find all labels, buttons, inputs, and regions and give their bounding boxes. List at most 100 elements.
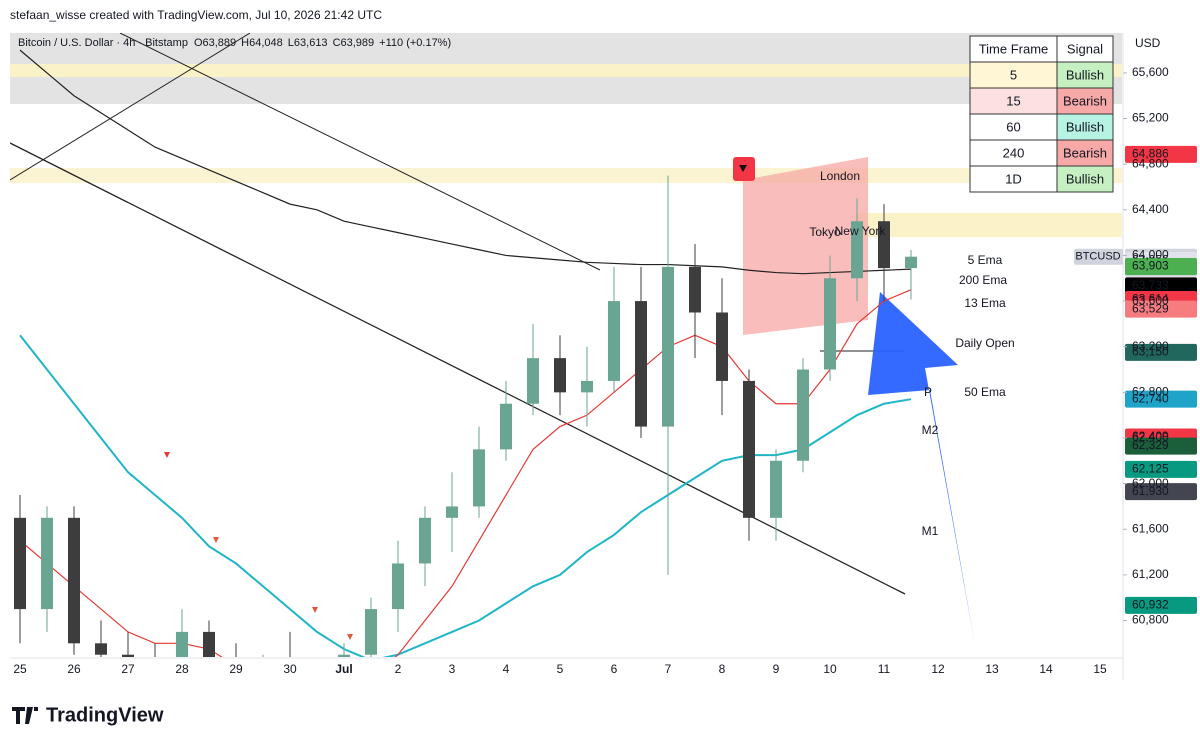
chart-title: Bitcoin / U.S. Dollar · 4h · Bitstamp: [18, 37, 188, 49]
table-cell: [1056, 87, 1114, 115]
overlay: 5 Ema 200 Ema 13 Ema Daily Open 50 Ema London…: [809, 145, 1197, 614]
price-label: 62,329: [1132, 438, 1169, 452]
x-tick-label: 26: [67, 662, 81, 676]
legend-value: 63,889: [203, 37, 237, 49]
price-label: 62,125: [1132, 462, 1169, 476]
candle-body: [14, 517, 26, 610]
candle-body: [581, 380, 593, 393]
zone: [10, 168, 1122, 183]
candle-body: [500, 403, 512, 450]
candle-body: [95, 643, 107, 655]
y-tick-label: 62,000: [1132, 476, 1169, 490]
table-cell: [1056, 35, 1114, 63]
price-label: 61,930: [1132, 484, 1169, 498]
x-tick-label: 29: [229, 662, 243, 676]
candle-body: [68, 517, 80, 644]
x-tick-label: 10: [823, 662, 837, 676]
x-tick-label: 12: [931, 662, 945, 676]
arrow: [868, 292, 975, 645]
table-cell: [969, 139, 1058, 167]
candle-body: [176, 631, 188, 657]
candle-body: [419, 517, 431, 564]
annotation: London: [820, 169, 860, 183]
candle-body: [716, 312, 728, 381]
x-tick-label: 25: [13, 662, 27, 676]
price-label-box: [1125, 460, 1197, 478]
price-label: 60,932: [1132, 598, 1169, 612]
table-text: 15: [1006, 93, 1020, 108]
candle-body: [446, 506, 458, 518]
price-label-box: [1125, 437, 1197, 455]
logo-icon: [12, 707, 38, 724]
table-cell: [1056, 113, 1114, 141]
candle-body: [365, 609, 377, 655]
x-tick-label: 7: [665, 662, 672, 676]
candle-body: [824, 278, 836, 370]
price-label: 62,740: [1132, 391, 1169, 405]
x-tick-label: 6: [611, 662, 618, 676]
y-tick-label: 65,200: [1132, 111, 1169, 125]
candle-body: [662, 266, 674, 427]
ema-line: [19, 289, 912, 657]
legend-key: C: [333, 37, 341, 49]
candle-body: [905, 256, 917, 269]
x-tick-label: 2: [395, 662, 402, 676]
candle-body: [554, 358, 566, 393]
annotation: M1: [922, 524, 939, 538]
x-tick-label: 4: [503, 662, 510, 676]
candle-body: [338, 654, 350, 657]
table-text: Bearish: [1063, 93, 1107, 108]
table-text: Bearish: [1063, 145, 1107, 160]
table-text: 240: [1003, 145, 1025, 160]
ema-line: [19, 334, 912, 657]
table-text: 5: [1010, 67, 1017, 82]
marks: [14, 49, 917, 657]
candle-body: [608, 301, 620, 381]
y-tick-label: 62,800: [1132, 385, 1169, 399]
table-text: Time Frame: [979, 41, 1049, 56]
table-cell: [969, 35, 1058, 63]
annotation: Daily Open: [955, 336, 1014, 350]
table-text: Signal: [1067, 41, 1103, 56]
x-tick-label: 13: [985, 662, 999, 676]
y-tick-label: 62,400: [1132, 430, 1169, 444]
marker: [739, 165, 747, 172]
table-text: Bullish: [1066, 67, 1104, 82]
price-label: 64,886: [1132, 147, 1169, 161]
candle-body: [770, 460, 782, 518]
x-tick-label: 14: [1039, 662, 1053, 676]
candle-body: [122, 654, 134, 657]
brand: TradingView: [46, 704, 164, 726]
table-cell: [969, 165, 1058, 193]
table-cell: [1056, 61, 1114, 89]
annotation: 200 Ema: [959, 273, 1007, 287]
y-tick-label: 63,200: [1132, 339, 1169, 353]
marker: [312, 607, 318, 613]
y-tick-label: 64,000: [1132, 248, 1169, 262]
annotation: 13 Ema: [964, 296, 1006, 310]
price-label-box: [1125, 343, 1197, 361]
x-tick-label: 28: [175, 662, 189, 676]
y-tick-label: 64,400: [1132, 202, 1169, 216]
y-tick-label: 63,600: [1132, 293, 1169, 307]
y-tick-label: 64,800: [1132, 156, 1169, 170]
price-label-box: [1125, 596, 1197, 614]
candle-body: [689, 266, 701, 313]
y-tick-label: 61,200: [1132, 567, 1169, 581]
price-label-box: [1125, 258, 1197, 276]
y-tick-label: 65,600: [1132, 65, 1169, 79]
candle-body: [743, 380, 755, 518]
candle-body: [527, 358, 539, 404]
x-tick-label: 30: [283, 662, 297, 676]
price-label-box: [1125, 145, 1197, 163]
price-label-box: [1125, 300, 1197, 318]
y-tick-label: 60,800: [1132, 613, 1169, 627]
table-text: 1D: [1005, 171, 1022, 186]
legend-key: O: [194, 37, 203, 49]
price-label-box: [1125, 483, 1197, 501]
trendline: [10, 33, 251, 181]
annotation: New York: [835, 224, 887, 238]
price-label-box: [1125, 390, 1197, 408]
legend-value: 64,048: [249, 37, 283, 49]
